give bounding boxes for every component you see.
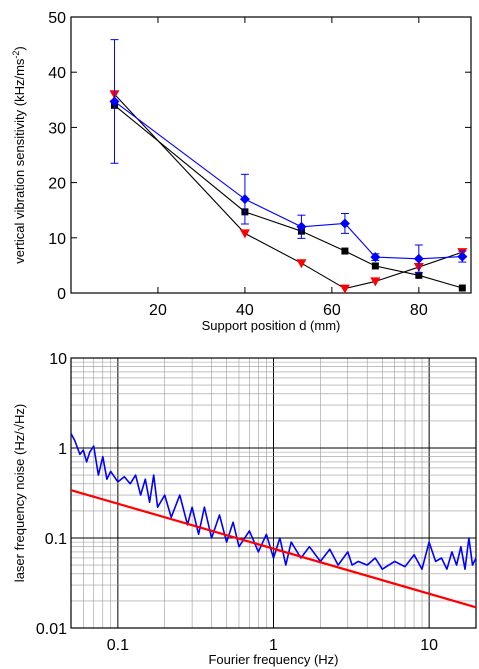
data-point [296,259,307,269]
y-tick-label: 10 [48,231,66,248]
data-point [370,252,381,263]
sensitivity-chart: 20 40 60 80 0 10 20 30 40 50 Support position d (m… [11,10,472,333]
data-point [413,253,424,264]
x-tick-label: 10 [420,637,438,654]
y-tick-label: 0.01 [36,621,67,638]
y-axis-label: laser frequency noise (Hz/√Hz) [12,404,27,582]
noise-spectrum-chart: 0.1 1 10 0.01 0.1 1 10 Fourier frequency (Hz) la… [12,351,477,667]
x-tick-label: 0.1 [107,637,129,654]
data-point [370,277,381,287]
data-point [339,218,350,229]
y-axis-label-sup: -2 [11,51,21,59]
data-point [239,194,250,205]
data-point [296,221,307,232]
x-axis-label: Fourier frequency (Hz) [208,652,338,667]
noise-spectrum-line [70,433,477,571]
data-point [458,284,466,292]
y-axis-label-end: ) [12,46,27,50]
series-diamond [109,39,468,274]
data-point [341,247,349,255]
y-tick-label: 0.1 [45,531,67,548]
x-tick-label: 60 [323,302,341,319]
series-triangle-down [109,90,468,294]
data-point [239,229,250,239]
x-tick-label: 40 [236,302,254,319]
fit-line [70,489,477,609]
series-line [114,101,463,260]
series-square [110,101,466,292]
data-point [109,96,120,107]
x-tick-label: 1 [269,637,278,654]
y-tick-label: 30 [48,120,66,137]
y-tick-label: 50 [48,10,66,27]
y-tick-label: 20 [48,176,66,193]
grid [70,358,477,629]
y-axis-label: vertical vibration sensitivity (kHz/ms-2… [11,46,27,264]
y-tick-label: 40 [48,65,66,82]
y-axis-label-main: vertical vibration sensitivity (kHz/ms [12,58,27,264]
y-tick-label: 0 [57,286,66,303]
data-point [415,271,423,279]
series-line [114,93,463,290]
x-axis-label: Support position d (mm) [202,318,341,333]
series-line [114,104,463,289]
plot-frame [70,16,472,294]
x-tick-label: 20 [149,302,167,319]
plot-frame [70,357,477,629]
y-tick-label: 10 [49,351,67,368]
data-point [457,251,468,262]
data-point [339,284,350,294]
y-tick-label: 1 [58,441,67,458]
data-point [371,262,379,270]
x-tick-label: 80 [410,302,428,319]
